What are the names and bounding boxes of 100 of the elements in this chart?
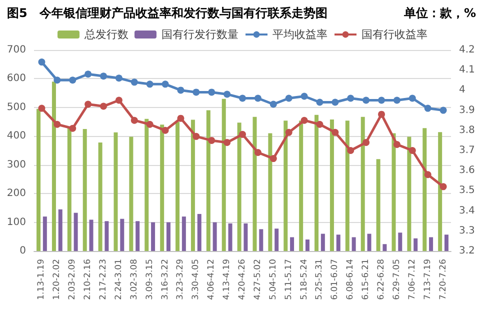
bar bbox=[182, 216, 186, 251]
bar bbox=[166, 222, 170, 251]
bar bbox=[429, 237, 434, 251]
x-tick-label: 6.08-6.14 bbox=[346, 259, 356, 300]
point bbox=[177, 86, 184, 94]
y2-tick-label: 3.5 bbox=[459, 185, 475, 196]
x-tick-label: 3.09-3.15 bbox=[144, 259, 155, 300]
point bbox=[408, 94, 416, 102]
point bbox=[316, 98, 324, 106]
point bbox=[300, 116, 308, 124]
bar bbox=[129, 136, 134, 251]
point bbox=[100, 72, 107, 80]
point bbox=[146, 120, 154, 128]
point bbox=[393, 96, 400, 104]
bar bbox=[360, 116, 365, 251]
point bbox=[316, 120, 324, 128]
x-tick-label: 3.02-3.08 bbox=[129, 259, 140, 300]
x-tick-label: 2.17-2.23 bbox=[98, 259, 108, 300]
x-tick-label: 7.13-7.19 bbox=[422, 259, 433, 300]
x-tick-label: 5.25-5.31 bbox=[314, 259, 325, 300]
bar bbox=[376, 159, 380, 251]
x-tick-label: 6.22-6.28 bbox=[376, 259, 386, 300]
bar bbox=[268, 133, 272, 251]
point bbox=[285, 94, 292, 102]
point bbox=[192, 88, 200, 96]
bar bbox=[74, 212, 78, 251]
point bbox=[332, 128, 339, 136]
x-tick-label: 2.24-3.01 bbox=[114, 259, 124, 300]
point bbox=[347, 94, 354, 102]
bar bbox=[212, 222, 217, 251]
bar bbox=[252, 116, 257, 251]
x-tick-label: 4.06-4.12 bbox=[206, 259, 217, 300]
x-tick-label: 5.11-5.17 bbox=[284, 259, 294, 300]
point bbox=[424, 104, 432, 112]
point bbox=[84, 100, 92, 108]
x-tick-label: 7.06-7.12 bbox=[407, 259, 418, 300]
point bbox=[254, 149, 262, 156]
x-tick-label: 5.18-5.24 bbox=[299, 259, 310, 300]
point bbox=[270, 100, 277, 108]
point bbox=[378, 110, 385, 118]
point bbox=[115, 74, 122, 82]
point bbox=[208, 88, 216, 96]
point bbox=[408, 147, 416, 154]
bar bbox=[274, 228, 279, 251]
point bbox=[177, 114, 184, 122]
y-tick-label: 200 bbox=[6, 188, 26, 200]
bar bbox=[228, 223, 232, 251]
bar bbox=[314, 114, 319, 251]
bar bbox=[52, 82, 56, 251]
point bbox=[239, 130, 246, 138]
point bbox=[146, 80, 154, 88]
y-tick-label: 100 bbox=[6, 216, 26, 228]
bar bbox=[36, 108, 41, 251]
point bbox=[162, 80, 169, 88]
point bbox=[440, 183, 447, 190]
bar bbox=[414, 238, 418, 251]
point bbox=[239, 94, 246, 102]
x-tick-label: 6.29-7.05 bbox=[392, 259, 402, 300]
point bbox=[254, 94, 262, 102]
bar bbox=[144, 118, 149, 251]
bar bbox=[422, 128, 427, 251]
bar bbox=[259, 229, 264, 251]
x-tick-label: 4.20-4.26 bbox=[238, 259, 248, 300]
point bbox=[54, 120, 61, 128]
x-tick-label: 4.13-4.19 bbox=[222, 259, 232, 300]
y-tick-label: 300 bbox=[6, 159, 26, 170]
bar bbox=[244, 223, 248, 251]
legend-label: 平均收益率 bbox=[272, 28, 328, 41]
y2-tick-label: 3.8 bbox=[459, 124, 475, 136]
point bbox=[130, 116, 138, 124]
point bbox=[300, 92, 308, 100]
bar bbox=[284, 120, 288, 251]
x-tick-label: 6.01-6.07 bbox=[330, 259, 340, 300]
y2-tick-label: 3.2 bbox=[459, 246, 475, 256]
x-tick-label: 2.10-2.16 bbox=[83, 259, 94, 300]
bar bbox=[82, 128, 87, 251]
point bbox=[440, 106, 447, 114]
y2-tick-label: 3.4 bbox=[459, 205, 475, 216]
point bbox=[224, 90, 231, 98]
point bbox=[38, 104, 46, 112]
y2-tick-label: 3.7 bbox=[459, 145, 475, 156]
bar bbox=[58, 209, 62, 251]
y-tick-label: 0 bbox=[20, 246, 26, 256]
chart-subtitle: 单位：款，% bbox=[402, 6, 476, 20]
x-tick-label: 6.15-6.21 bbox=[361, 259, 372, 300]
bar bbox=[392, 133, 396, 251]
point bbox=[362, 96, 370, 104]
y2-tick-label: 3.9 bbox=[459, 104, 475, 116]
bar bbox=[367, 234, 372, 251]
bar bbox=[336, 234, 340, 251]
bar bbox=[290, 237, 294, 251]
bar bbox=[330, 119, 334, 251]
bar bbox=[305, 240, 310, 251]
x-tick-label: 5.04-5.10 bbox=[268, 259, 278, 300]
x-tick-label: 3.23-3.29 bbox=[176, 259, 186, 300]
point bbox=[347, 147, 354, 154]
bar bbox=[176, 122, 180, 251]
bar bbox=[206, 110, 210, 251]
bar bbox=[299, 120, 304, 251]
bar bbox=[42, 216, 47, 251]
